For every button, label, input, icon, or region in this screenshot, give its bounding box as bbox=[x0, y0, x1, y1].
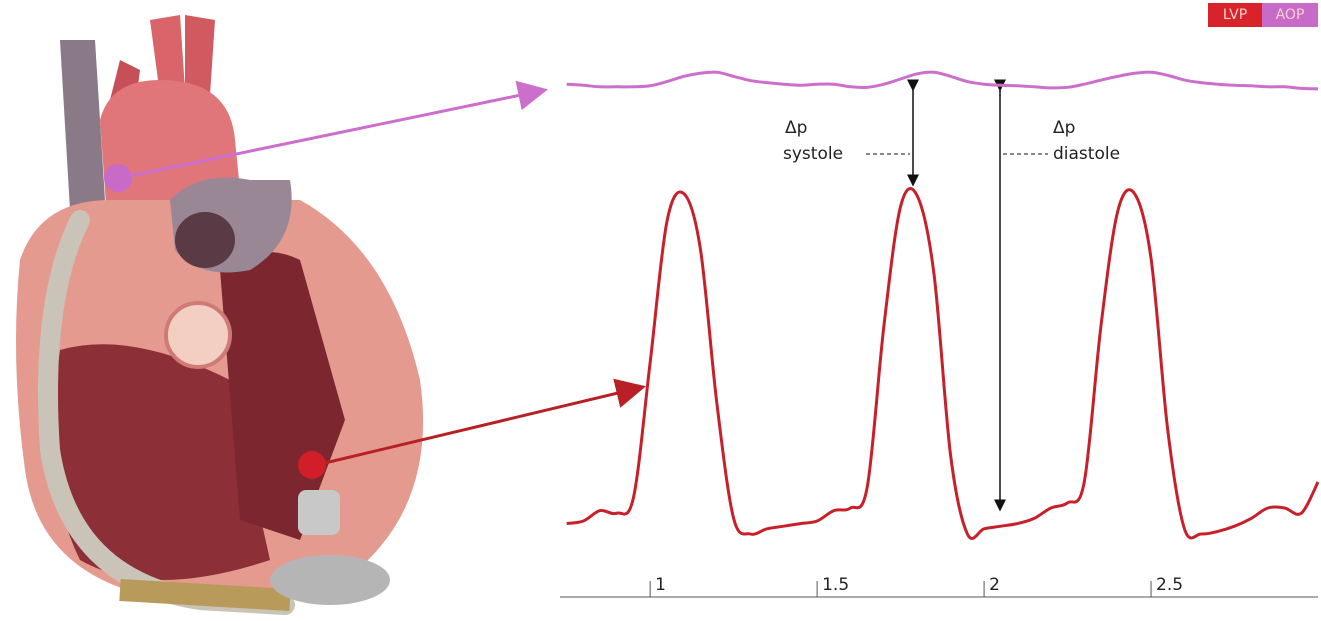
x-tick-label: 1 bbox=[655, 575, 666, 595]
series-line bbox=[566, 187, 1320, 540]
x-tick-label: 2.5 bbox=[1156, 575, 1183, 595]
x-tick-label: 1.5 bbox=[822, 575, 849, 595]
legend-label: LVP bbox=[1223, 7, 1247, 23]
annotation: Δp bbox=[1053, 118, 1075, 138]
annotation: Δp bbox=[785, 118, 807, 138]
legend-swatch bbox=[1262, 3, 1318, 27]
annotation: systole bbox=[783, 144, 843, 164]
legend-label: AOP bbox=[1276, 7, 1305, 23]
heart-illustration bbox=[16, 15, 646, 615]
series-line bbox=[566, 70, 1319, 91]
annotation: diastole bbox=[1053, 144, 1120, 164]
x-tick-label: 2 bbox=[989, 575, 1000, 595]
legend-swatch bbox=[1208, 3, 1262, 27]
